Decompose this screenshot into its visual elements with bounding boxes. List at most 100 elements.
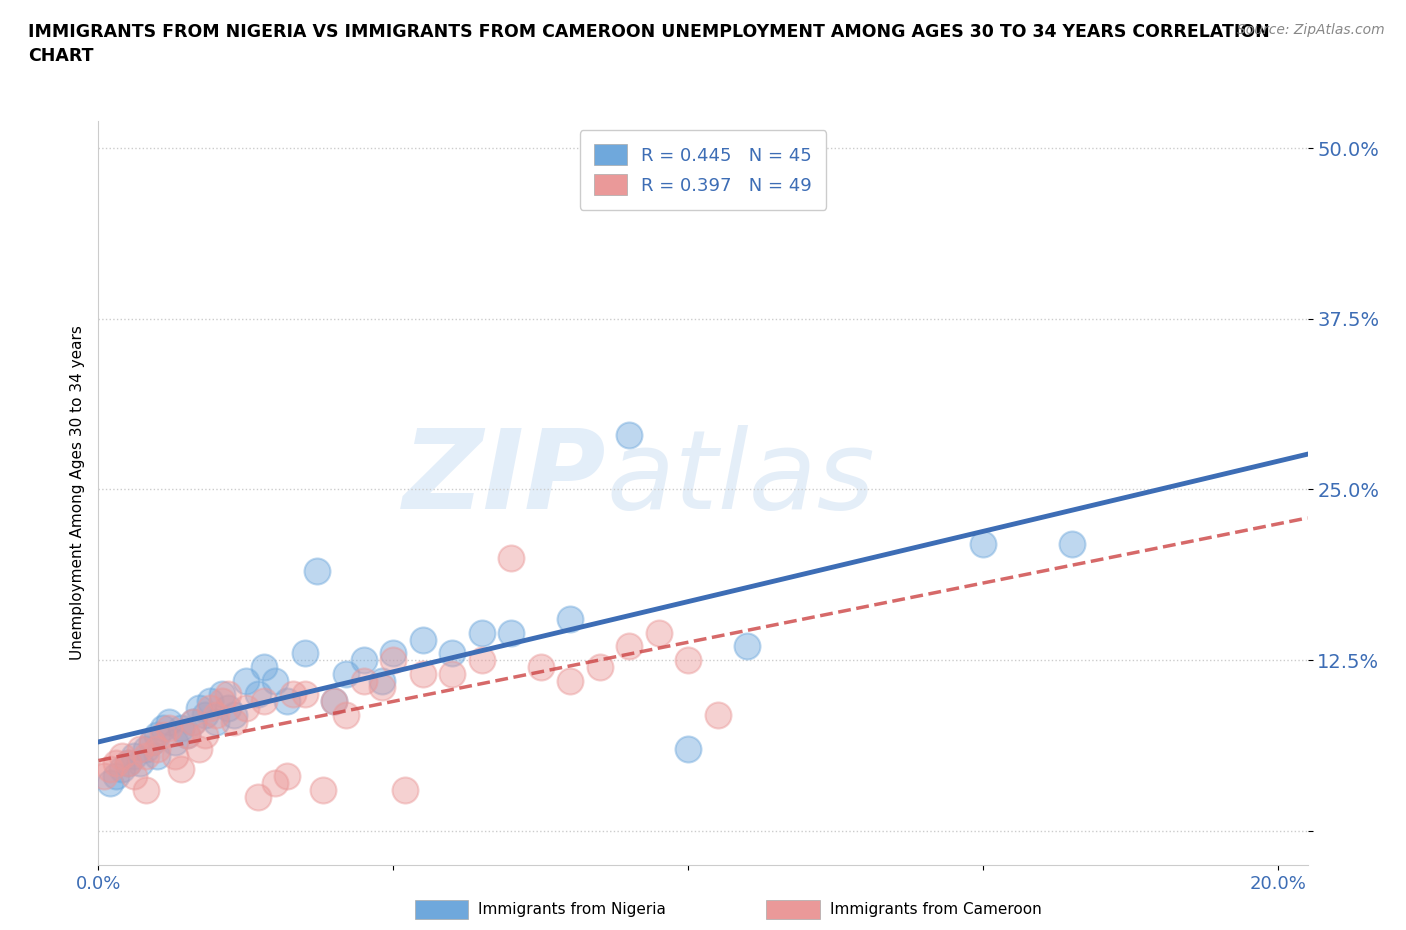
Point <box>619 639 641 654</box>
Point <box>93 769 115 784</box>
Point <box>252 694 274 709</box>
Point <box>141 735 163 750</box>
Point <box>530 659 553 674</box>
Point <box>619 428 641 443</box>
Point <box>165 735 187 750</box>
Point <box>501 551 523 565</box>
Point <box>706 708 728 723</box>
Point <box>353 673 375 688</box>
Point <box>335 708 357 723</box>
Point <box>412 632 434 647</box>
Text: Source: ZipAtlas.com: Source: ZipAtlas.com <box>1237 23 1385 37</box>
Point <box>187 741 209 756</box>
Point <box>222 708 245 723</box>
Point <box>370 680 392 695</box>
Point <box>135 749 157 764</box>
Point <box>281 687 304 702</box>
Y-axis label: Unemployment Among Ages 30 to 34 years: Unemployment Among Ages 30 to 34 years <box>69 326 84 660</box>
Point <box>246 687 269 702</box>
Point <box>170 762 193 777</box>
Point <box>294 687 316 702</box>
Point <box>117 755 139 770</box>
Point <box>157 714 180 729</box>
Point <box>560 612 582 627</box>
Point <box>200 694 222 709</box>
Text: Immigrants from Nigeria: Immigrants from Nigeria <box>478 902 666 917</box>
Legend: R = 0.445   N = 45, R = 0.397   N = 49: R = 0.445 N = 45, R = 0.397 N = 49 <box>579 130 827 209</box>
Point <box>176 728 198 743</box>
Text: ZIP: ZIP <box>402 424 606 532</box>
Point <box>560 673 582 688</box>
Point <box>678 741 700 756</box>
Point <box>128 755 150 770</box>
Point <box>122 749 145 764</box>
Point <box>170 721 193 736</box>
Point <box>222 714 245 729</box>
Point <box>471 625 494 640</box>
Point <box>194 708 217 723</box>
Point <box>441 645 464 660</box>
Point <box>441 666 464 681</box>
Point <box>122 769 145 784</box>
Point <box>276 769 298 784</box>
Point <box>98 762 121 777</box>
Point <box>412 666 434 681</box>
Point <box>370 673 392 688</box>
Point <box>146 741 169 756</box>
Point <box>276 694 298 709</box>
Point <box>157 721 180 736</box>
Point <box>648 625 671 640</box>
Point <box>111 749 134 764</box>
Point <box>217 700 239 715</box>
Point <box>501 625 523 640</box>
Point <box>117 755 139 770</box>
Point <box>211 687 233 702</box>
Point <box>353 653 375 668</box>
Point <box>735 639 758 654</box>
Text: IMMIGRANTS FROM NIGERIA VS IMMIGRANTS FROM CAMEROON UNEMPLOYMENT AMONG AGES 30 T: IMMIGRANTS FROM NIGERIA VS IMMIGRANTS FR… <box>28 23 1270 65</box>
Text: Immigrants from Cameroon: Immigrants from Cameroon <box>830 902 1042 917</box>
Point <box>678 653 700 668</box>
Point <box>264 776 287 790</box>
Point <box>200 700 222 715</box>
Point <box>98 776 121 790</box>
Point <box>152 728 174 743</box>
Point <box>128 741 150 756</box>
Point <box>135 782 157 797</box>
Point <box>135 741 157 756</box>
Point <box>217 687 239 702</box>
Point <box>294 645 316 660</box>
Point <box>382 645 405 660</box>
Point <box>323 694 346 709</box>
Point <box>589 659 612 674</box>
Point <box>1060 537 1083 551</box>
Point <box>205 714 228 729</box>
Point <box>305 564 328 578</box>
Point <box>264 673 287 688</box>
Point <box>382 653 405 668</box>
Point <box>311 782 333 797</box>
Point <box>211 694 233 709</box>
Point <box>972 537 994 551</box>
Text: atlas: atlas <box>606 424 875 532</box>
Point <box>205 708 228 723</box>
Point <box>181 714 204 729</box>
Point <box>105 769 128 784</box>
Point <box>246 790 269 804</box>
Point <box>105 755 128 770</box>
Point <box>471 653 494 668</box>
Point <box>235 673 257 688</box>
Point <box>394 782 416 797</box>
Point <box>146 728 169 743</box>
Point <box>323 694 346 709</box>
Point <box>111 762 134 777</box>
Point <box>176 728 198 743</box>
Point <box>194 728 217 743</box>
Point <box>165 749 187 764</box>
Point <box>252 659 274 674</box>
Point <box>335 666 357 681</box>
Point <box>146 749 169 764</box>
Point <box>187 700 209 715</box>
Point <box>235 700 257 715</box>
Point <box>141 735 163 750</box>
